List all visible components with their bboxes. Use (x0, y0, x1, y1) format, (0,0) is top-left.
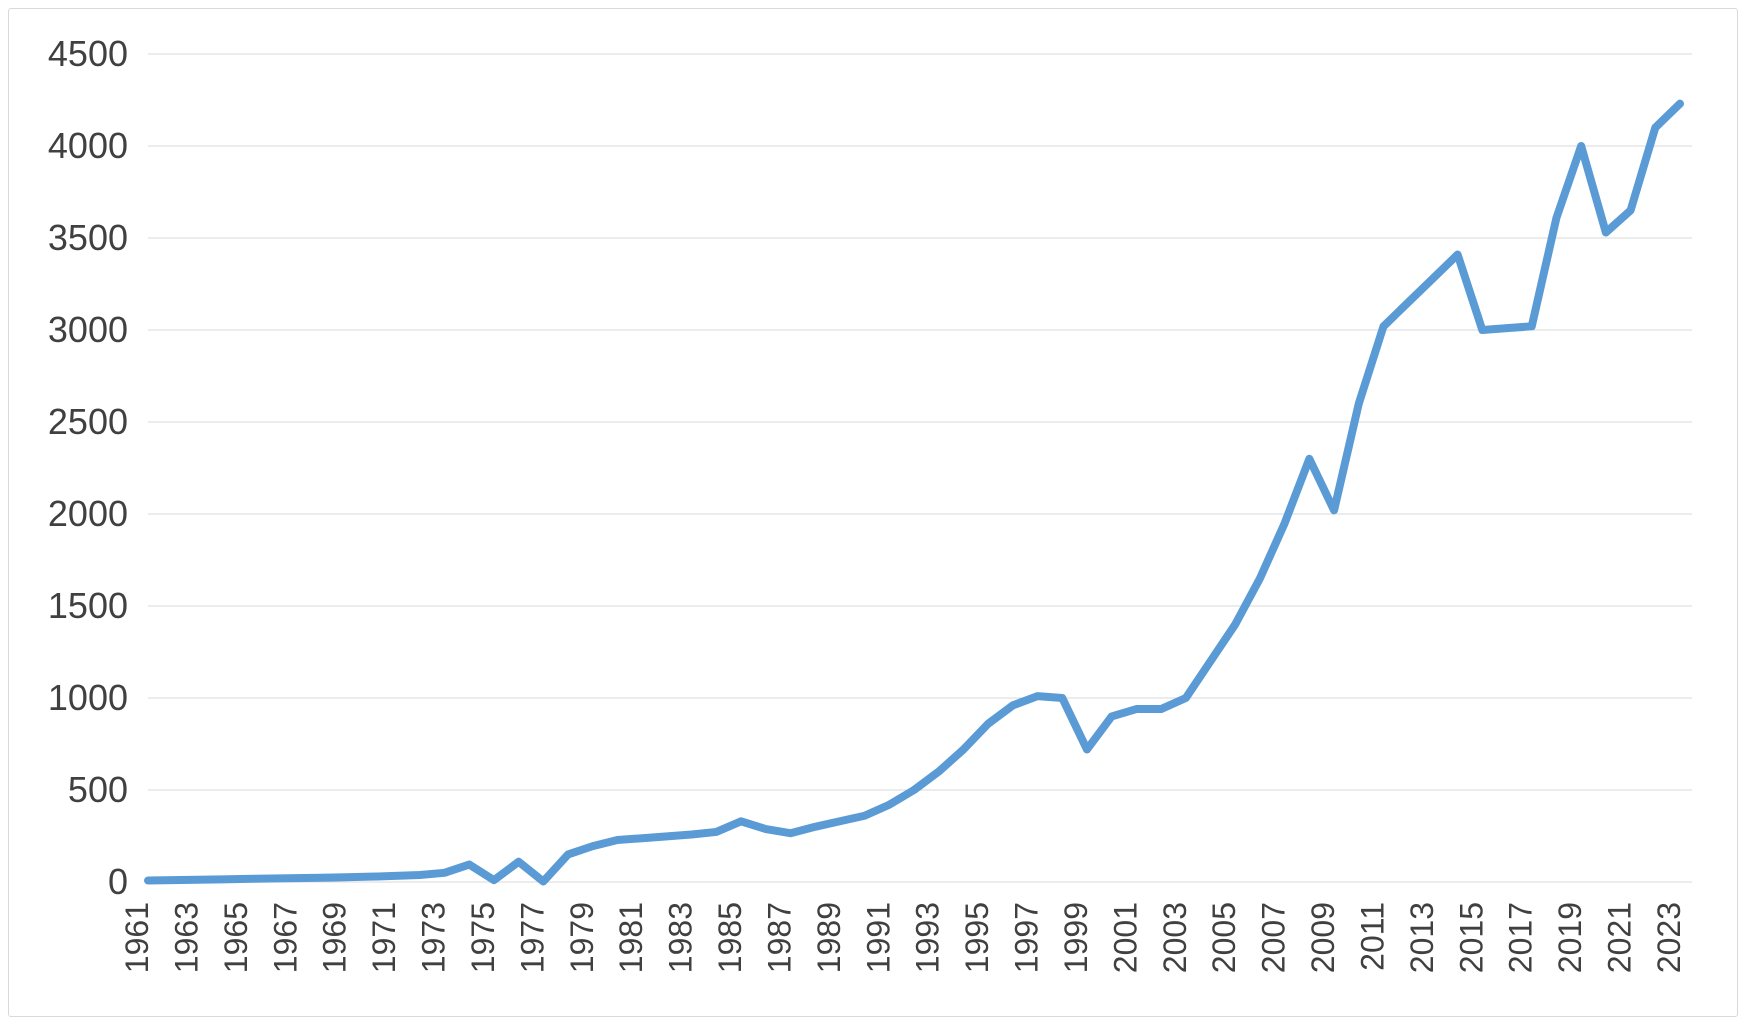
svg-text:4000: 4000 (48, 125, 128, 166)
svg-text:1967: 1967 (267, 902, 303, 973)
svg-text:500: 500 (68, 769, 128, 810)
svg-text:2021: 2021 (1602, 902, 1638, 973)
svg-text:1977: 1977 (514, 902, 550, 973)
svg-text:1995: 1995 (959, 902, 995, 973)
svg-text:1500: 1500 (48, 585, 128, 626)
svg-text:3500: 3500 (48, 217, 128, 258)
svg-text:2017: 2017 (1503, 902, 1539, 973)
svg-text:2009: 2009 (1305, 902, 1341, 973)
svg-text:1961: 1961 (119, 902, 155, 973)
svg-text:1985: 1985 (712, 902, 748, 973)
svg-text:2500: 2500 (48, 401, 128, 442)
svg-text:2023: 2023 (1651, 902, 1687, 973)
svg-text:4500: 4500 (48, 33, 128, 74)
svg-text:2015: 2015 (1453, 902, 1489, 973)
svg-text:1979: 1979 (564, 902, 600, 973)
svg-text:1973: 1973 (416, 902, 452, 973)
svg-text:1983: 1983 (663, 902, 699, 973)
svg-text:1993: 1993 (910, 902, 946, 973)
svg-text:1971: 1971 (366, 902, 402, 973)
svg-text:3000: 3000 (48, 309, 128, 350)
svg-text:1000: 1000 (48, 677, 128, 718)
svg-text:2001: 2001 (1107, 902, 1143, 973)
svg-text:2011: 2011 (1354, 902, 1390, 971)
svg-text:1965: 1965 (218, 902, 254, 973)
svg-text:1981: 1981 (613, 902, 649, 973)
svg-text:1989: 1989 (811, 902, 847, 973)
svg-text:2013: 2013 (1404, 902, 1440, 973)
svg-text:1991: 1991 (860, 902, 896, 973)
svg-text:1987: 1987 (761, 902, 797, 973)
svg-text:1997: 1997 (1009, 902, 1045, 973)
svg-text:2005: 2005 (1206, 902, 1242, 973)
svg-text:1975: 1975 (465, 902, 501, 973)
svg-text:2019: 2019 (1552, 902, 1588, 973)
svg-text:2003: 2003 (1157, 902, 1193, 973)
svg-text:0: 0 (108, 861, 128, 902)
svg-text:1999: 1999 (1058, 902, 1094, 973)
svg-text:2000: 2000 (48, 493, 128, 534)
svg-text:2007: 2007 (1256, 902, 1292, 973)
svg-text:1963: 1963 (168, 902, 204, 973)
svg-text:1969: 1969 (317, 902, 353, 973)
